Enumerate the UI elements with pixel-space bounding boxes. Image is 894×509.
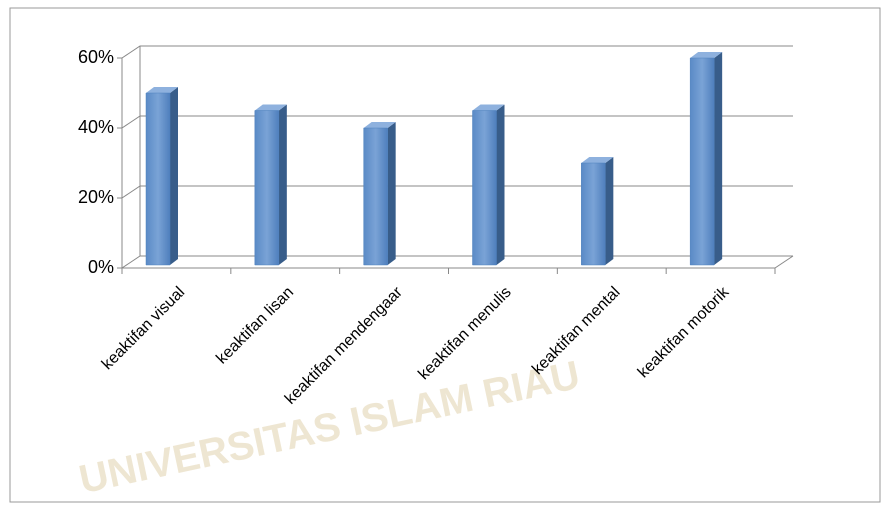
bar-side [605, 157, 614, 265]
bar-top [690, 52, 723, 58]
grid-line [121, 185, 793, 199]
bar-side [387, 122, 396, 265]
bar [581, 157, 614, 266]
bar-front [254, 110, 280, 266]
bar-top [363, 122, 396, 128]
bar-side [714, 52, 723, 265]
bar-top [146, 87, 178, 93]
bar-top [472, 104, 505, 111]
bar-top [581, 157, 614, 163]
bar [254, 104, 287, 266]
y-tick-label: 60% [78, 47, 114, 67]
bar-side [170, 87, 178, 265]
y-tick-label: 0% [88, 257, 114, 277]
floor-right [774, 255, 794, 269]
bar [689, 52, 723, 266]
bar-top [254, 104, 287, 111]
grid-line [121, 255, 793, 269]
bar-front [145, 92, 171, 266]
bar [363, 122, 396, 266]
bar-front [581, 162, 606, 266]
y-tick-label: 40% [78, 117, 114, 137]
grid-line [121, 115, 793, 129]
grid-line [121, 45, 793, 59]
bar-front [689, 57, 715, 266]
bar [472, 104, 505, 266]
bar-front [472, 110, 497, 266]
bar-front [363, 127, 388, 266]
y-tick-label: 20% [78, 187, 114, 207]
bar [145, 87, 178, 266]
bar-side [278, 104, 287, 265]
bar-side [496, 104, 505, 265]
